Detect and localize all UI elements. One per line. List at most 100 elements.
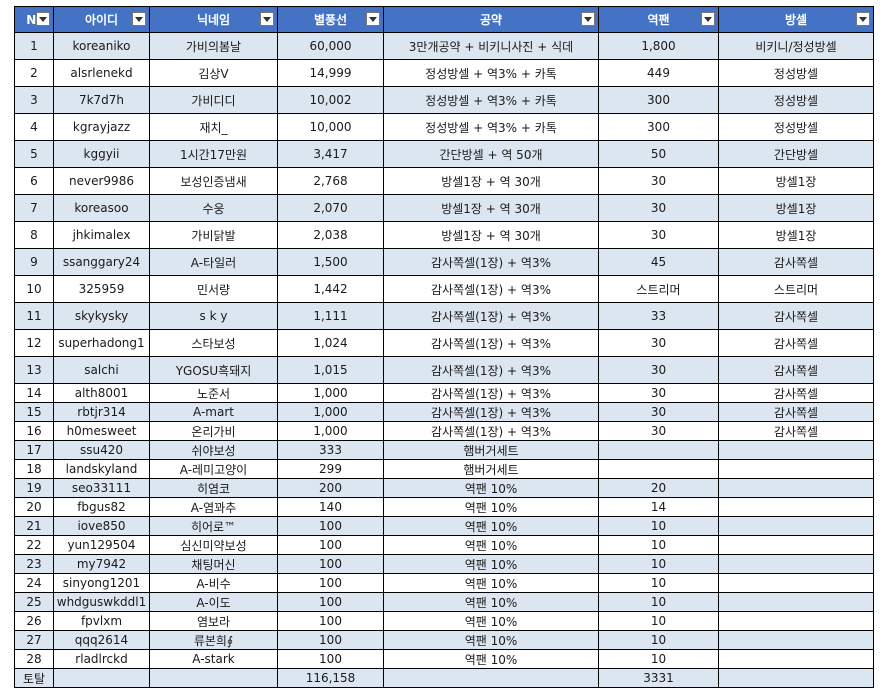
col-no-cell[interactable]: 22 — [14, 535, 54, 555]
col-nickname-cell[interactable]: 노준서 — [149, 383, 278, 403]
col-reverse-fan-cell[interactable]: 10 — [598, 535, 719, 555]
col-pledge-cell[interactable]: 간단방셀 + 역 50개 — [383, 140, 599, 168]
col-pledge-total-cell[interactable] — [383, 668, 599, 688]
col-pledge-cell[interactable]: 역팬 10% — [383, 573, 599, 593]
col-reverse-fan-cell[interactable] — [598, 440, 719, 460]
col-reverse-fan-cell[interactable]: 10 — [598, 573, 719, 593]
col-reverse-fan-cell[interactable]: 10 — [598, 554, 719, 574]
col-no-cell[interactable]: 12 — [14, 329, 54, 357]
col-id-cell[interactable]: whdguswkddl1 — [53, 592, 150, 612]
col-nickname-cell[interactable]: 쉬야보성 — [149, 440, 278, 460]
col-no-cell[interactable]: 15 — [14, 402, 54, 422]
col-pledge-cell[interactable]: 감사쪽셀(1장) + 역3% — [383, 421, 599, 441]
col-no-cell[interactable]: 3 — [14, 86, 54, 114]
col-reverse-fan-cell[interactable]: 14 — [598, 497, 719, 517]
col-id-cell[interactable]: landskyland — [53, 459, 150, 479]
col-no-cell[interactable]: 14 — [14, 383, 54, 403]
col-id-cell[interactable]: koreaniko — [53, 32, 150, 60]
col-room-selfie-cell[interactable]: 감사쪽셀 — [718, 302, 874, 330]
col-nickname-cell[interactable]: 심신미약보성 — [149, 535, 278, 555]
filter-dropdown-icon[interactable] — [366, 12, 380, 26]
col-nickname-cell[interactable]: 온리가비 — [149, 421, 278, 441]
col-id-cell[interactable]: fbgus82 — [53, 497, 150, 517]
col-reverse-fan-cell[interactable]: 45 — [598, 248, 719, 276]
col-reverse-fan-cell[interactable]: 30 — [598, 421, 719, 441]
col-id-cell[interactable]: fpvlxm — [53, 611, 150, 631]
col-pledge-cell[interactable]: 역팬 10% — [383, 630, 599, 650]
col-no-cell[interactable]: 8 — [14, 221, 54, 249]
col-pledge-cell[interactable]: 감사쪽셀(1장) + 역3% — [383, 356, 599, 384]
col-no-cell[interactable]: 18 — [14, 459, 54, 479]
col-nickname-cell[interactable]: 재치_ — [149, 113, 278, 141]
col-room-selfie-cell[interactable]: 방셀1장 — [718, 221, 874, 249]
col-balloons-cell[interactable]: 2,038 — [277, 221, 384, 249]
col-room-selfie-cell[interactable] — [718, 573, 874, 593]
filter-dropdown-icon[interactable] — [132, 12, 146, 26]
col-id-cell[interactable]: seo33111 — [53, 478, 150, 498]
col-nickname-cell[interactable]: A-타일러 — [149, 248, 278, 276]
col-room-selfie-cell[interactable] — [718, 649, 874, 669]
col-room-selfie-cell[interactable] — [718, 459, 874, 479]
col-room-selfie-cell[interactable] — [718, 535, 874, 555]
col-id-cell[interactable]: ssanggary24 — [53, 248, 150, 276]
col-reverse-fan-cell[interactable]: 스트리머 — [598, 275, 719, 303]
col-nickname-cell[interactable]: 민서량 — [149, 275, 278, 303]
col-room-selfie-cell[interactable]: 비키니/정성방셀 — [718, 32, 874, 60]
col-nickname-cell[interactable]: 가비의봄날 — [149, 32, 278, 60]
col-room-selfie-cell[interactable]: 감사쪽셀 — [718, 248, 874, 276]
col-id-cell[interactable]: sinyong1201 — [53, 573, 150, 593]
col-balloons-cell[interactable]: 100 — [277, 630, 384, 650]
col-balloons-cell[interactable]: 3,417 — [277, 140, 384, 168]
col-reverse-fan-cell[interactable]: 30 — [598, 329, 719, 357]
col-pledge-cell[interactable]: 방셀1장 + 역 30개 — [383, 194, 599, 222]
col-reverse-fan-cell[interactable]: 30 — [598, 221, 719, 249]
col-pledge-cell[interactable]: 3만개공약 + 비키니사진 + 식데 — [383, 32, 599, 60]
col-id-cell[interactable]: jhkimalex — [53, 221, 150, 249]
col-reverse-fan-cell[interactable]: 30 — [598, 194, 719, 222]
col-reverse-fan-cell[interactable]: 10 — [598, 516, 719, 536]
col-id-cell[interactable]: superhadong1 — [53, 329, 150, 357]
col-pledge-cell[interactable]: 감사쪽셀(1장) + 역3% — [383, 275, 599, 303]
col-no-cell[interactable]: 19 — [14, 478, 54, 498]
col-id-cell[interactable]: yun129504 — [53, 535, 150, 555]
col-reverse-fan-cell[interactable]: 33 — [598, 302, 719, 330]
col-reverse-fan-cell[interactable]: 10 — [598, 630, 719, 650]
col-room-selfie-cell[interactable] — [718, 554, 874, 574]
col-no-cell[interactable]: 21 — [14, 516, 54, 536]
col-id-cell[interactable]: iove850 — [53, 516, 150, 536]
col-id-cell[interactable]: rbtjr314 — [53, 402, 150, 422]
filter-dropdown-icon[interactable] — [36, 12, 50, 26]
col-pledge-cell[interactable]: 감사쪽셀(1장) + 역3% — [383, 402, 599, 422]
col-reverse-fan-cell[interactable]: 50 — [598, 140, 719, 168]
col-nickname-cell[interactable]: 1시간17만원 — [149, 140, 278, 168]
col-id-cell[interactable]: salchi — [53, 356, 150, 384]
col-reverse-fan-cell[interactable]: 30 — [598, 356, 719, 384]
col-pledge-cell[interactable]: 방셀1장 + 역 30개 — [383, 167, 599, 195]
col-id-total-cell[interactable] — [53, 668, 150, 688]
col-balloons-cell[interactable]: 1,015 — [277, 356, 384, 384]
col-balloons-cell[interactable]: 1,000 — [277, 421, 384, 441]
col-pledge-cell[interactable]: 역팬 10% — [383, 478, 599, 498]
col-room-selfie-cell[interactable] — [718, 630, 874, 650]
col-pledge-cell[interactable]: 역팬 10% — [383, 535, 599, 555]
col-room-selfie-cell[interactable]: 정성방셀 — [718, 113, 874, 141]
col-no-cell[interactable]: 23 — [14, 554, 54, 574]
col-reverse-fan-total-cell[interactable]: 3331 — [598, 668, 719, 688]
col-room-selfie-cell[interactable]: 방셀1장 — [718, 167, 874, 195]
col-nickname-cell[interactable]: A-이도 — [149, 592, 278, 612]
col-pledge-cell[interactable]: 햄버거세트 — [383, 459, 599, 479]
col-pledge-cell[interactable]: 역팬 10% — [383, 592, 599, 612]
col-no-cell[interactable]: 16 — [14, 421, 54, 441]
col-nickname-cell[interactable]: A-mart — [149, 402, 278, 422]
col-balloons-cell[interactable]: 10,000 — [277, 113, 384, 141]
col-balloons-cell[interactable]: 1,024 — [277, 329, 384, 357]
col-balloons-cell[interactable]: 100 — [277, 649, 384, 669]
col-nickname-cell[interactable]: 보성인증냄새 — [149, 167, 278, 195]
col-pledge-cell[interactable]: 햄버거세트 — [383, 440, 599, 460]
col-balloons-cell[interactable]: 100 — [277, 516, 384, 536]
col-balloons-cell[interactable]: 299 — [277, 459, 384, 479]
col-nickname-cell[interactable]: 류본희∮ — [149, 630, 278, 650]
col-reverse-fan-cell[interactable]: 20 — [598, 478, 719, 498]
col-nickname-cell[interactable]: s k y — [149, 302, 278, 330]
col-balloons-cell[interactable]: 100 — [277, 573, 384, 593]
